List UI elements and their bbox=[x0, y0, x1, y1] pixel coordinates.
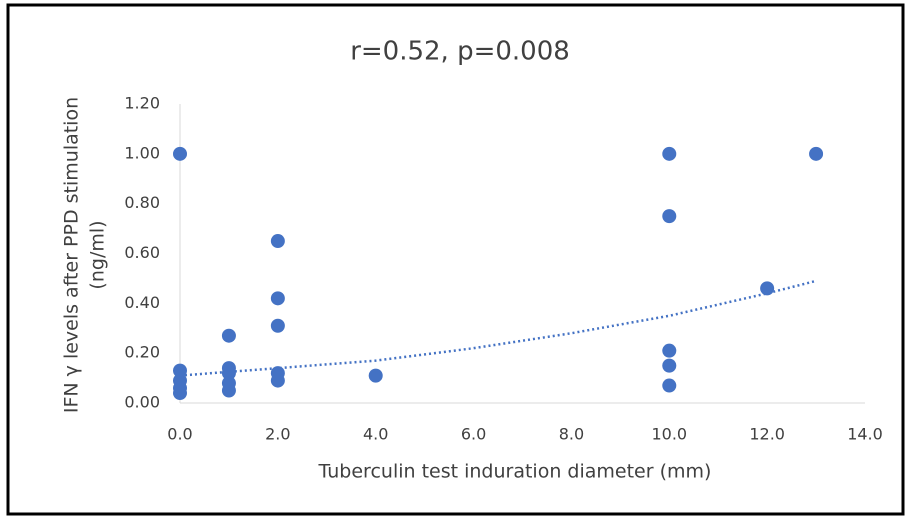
chart-title: r=0.52, p=0.008 bbox=[350, 37, 570, 67]
y-tick-label: 0.20 bbox=[124, 343, 160, 362]
data-point bbox=[760, 281, 775, 296]
x-tick-label: 2.0 bbox=[265, 425, 290, 444]
data-point bbox=[270, 234, 285, 249]
data-point bbox=[662, 358, 677, 373]
y-axis-label: IFN γ levels after PPD stimulation bbox=[61, 97, 83, 413]
data-point bbox=[221, 366, 236, 381]
y-tick-label: 1.20 bbox=[124, 94, 160, 113]
y-tick-label: 0.80 bbox=[124, 193, 160, 212]
data-point bbox=[270, 373, 285, 388]
x-tick-label: 12.0 bbox=[749, 425, 785, 444]
data-point bbox=[809, 146, 824, 161]
y-tick-label: 0.60 bbox=[124, 243, 160, 262]
x-axis-label: Tuberculin test induration diameter (mm) bbox=[318, 461, 712, 483]
x-tick-label: 14.0 bbox=[847, 425, 883, 444]
y-tick-label: 1.00 bbox=[124, 143, 160, 162]
data-point bbox=[173, 386, 187, 401]
trendline bbox=[179, 279, 817, 377]
data-point bbox=[173, 363, 187, 378]
y-axis-label: (ng/ml) bbox=[87, 220, 109, 289]
data-point bbox=[173, 146, 187, 161]
y-tick-label: 0.40 bbox=[124, 293, 160, 312]
data-point bbox=[662, 378, 677, 393]
x-tick-label: 4.0 bbox=[363, 425, 388, 444]
data-point bbox=[270, 318, 285, 333]
x-tick-label: 6.0 bbox=[461, 425, 486, 444]
data-point bbox=[221, 328, 236, 343]
frame bbox=[6, 3, 905, 516]
x-tick-label: 0.0 bbox=[167, 425, 192, 444]
data-point bbox=[368, 368, 383, 383]
data-point bbox=[221, 383, 236, 398]
x-tick-label: 8.0 bbox=[559, 425, 584, 444]
data-point bbox=[662, 209, 677, 224]
data-point bbox=[270, 291, 285, 306]
data-point bbox=[662, 146, 677, 161]
y-tick-label: 0.00 bbox=[124, 393, 160, 412]
data-point bbox=[662, 343, 677, 358]
x-tick-label: 10.0 bbox=[651, 425, 687, 444]
